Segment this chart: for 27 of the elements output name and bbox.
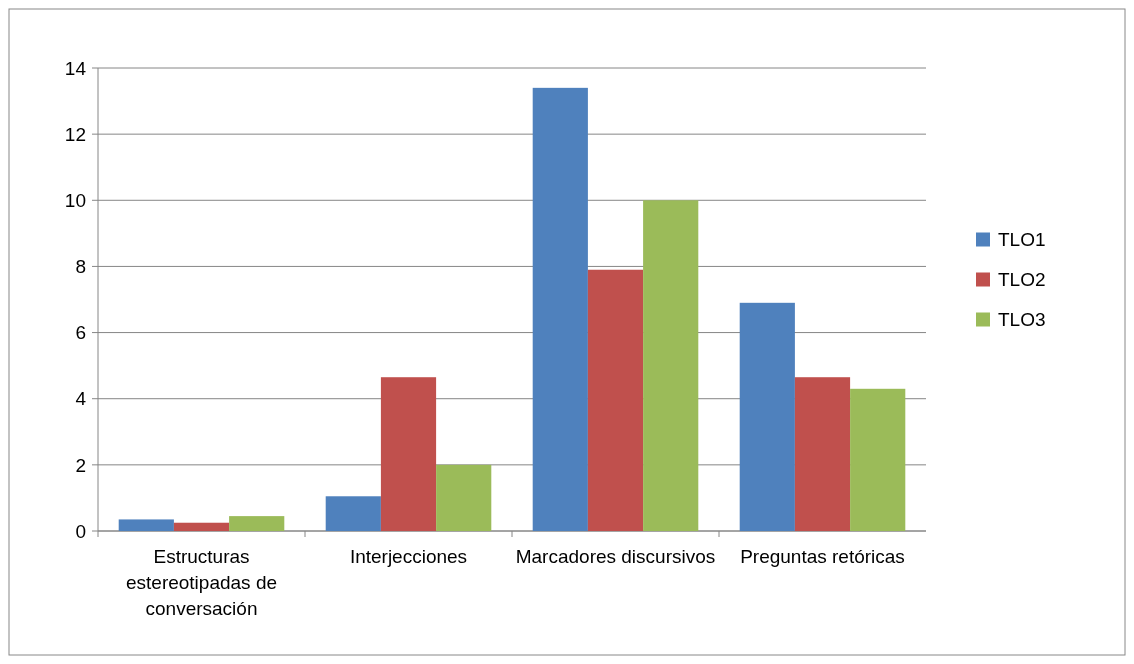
legend-label: TLO3 — [998, 309, 1046, 331]
bar — [587, 269, 644, 531]
x-tick-label: Marcadores discursivos — [515, 546, 716, 567]
bar — [794, 377, 851, 531]
y-tick-label: 10 — [64, 189, 86, 211]
bar — [325, 496, 381, 531]
y-tick-label: 12 — [64, 123, 86, 145]
y-tick-label: 2 — [75, 454, 86, 476]
bar — [739, 302, 795, 531]
bar — [118, 519, 174, 531]
bar — [229, 516, 285, 531]
bar — [850, 388, 906, 531]
y-tick-label: 14 — [64, 57, 87, 79]
bar — [643, 200, 699, 531]
x-tick-label: Estructuras estereotipadas de conversación — [125, 546, 278, 619]
x-tick-label: Preguntas retóricas — [740, 546, 905, 567]
y-tick-label: 4 — [75, 388, 87, 410]
legend-label: TLO1 — [998, 229, 1046, 251]
x-tick-label: Interjecciones — [349, 546, 468, 567]
y-tick-label: 0 — [75, 520, 86, 542]
bar — [532, 87, 588, 531]
y-tick-label: 6 — [75, 322, 86, 344]
bar — [380, 377, 437, 531]
y-tick-label: 8 — [75, 256, 86, 278]
bar — [173, 522, 230, 531]
bar — [436, 464, 492, 531]
legend-label: TLO2 — [998, 269, 1046, 291]
